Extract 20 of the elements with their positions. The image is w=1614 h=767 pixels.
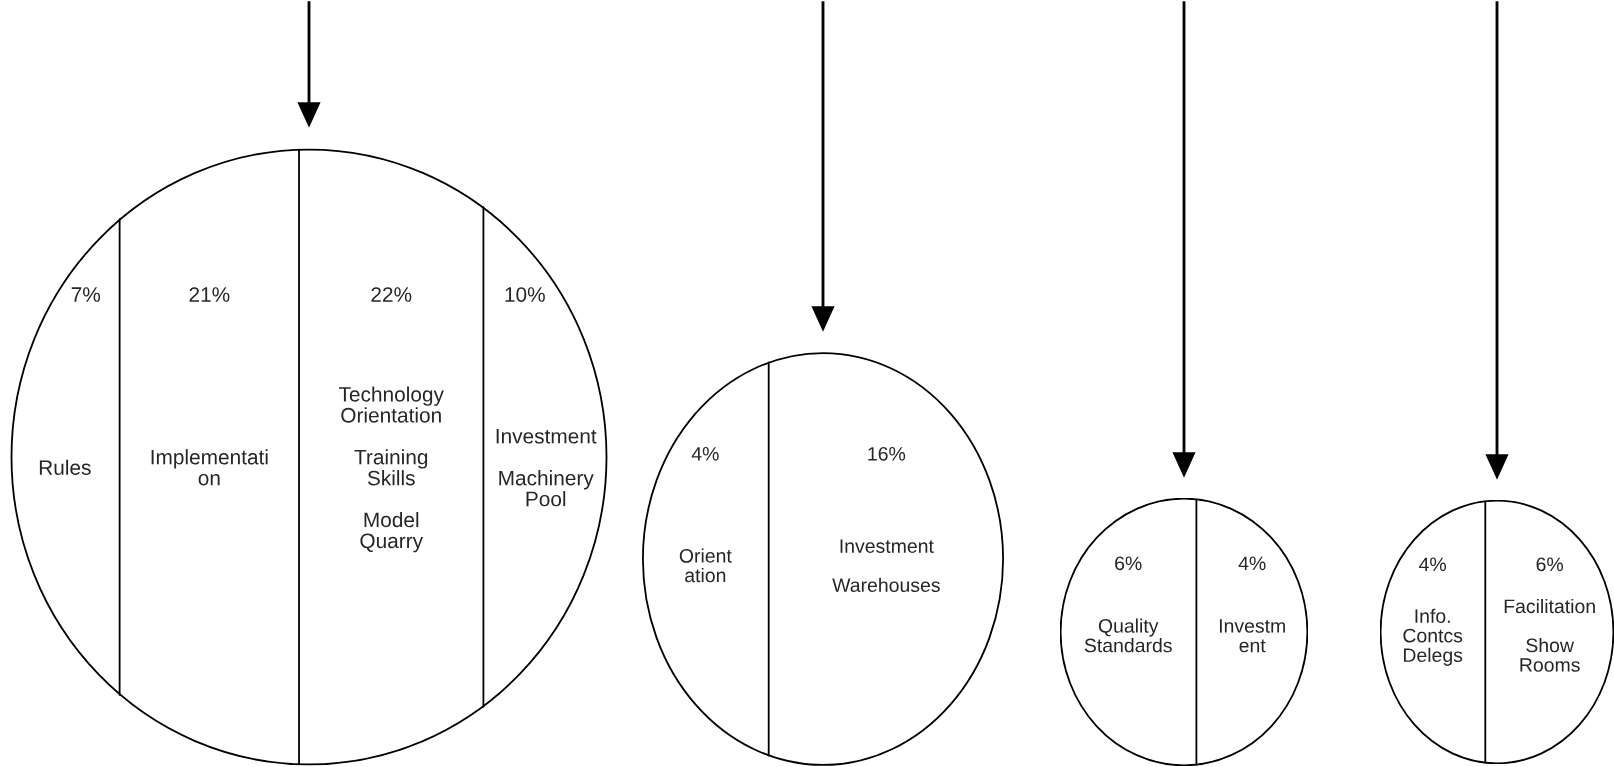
data-label: 10% <box>505 287 545 302</box>
category-label: Investment Warehouses <box>832 539 940 593</box>
category-label: Implementati on <box>151 449 268 486</box>
data-label: 4% <box>1419 557 1447 572</box>
category-label: Investment Machinery Pool <box>496 429 597 507</box>
data-label: 7% <box>71 287 101 302</box>
data-label: 4% <box>691 447 719 461</box>
category-label: Info. Contcs Delegs <box>1403 608 1463 666</box>
category-label: Facilitation Show Rooms <box>1504 598 1595 672</box>
category-label: Rules <box>39 459 91 475</box>
category-label: Orient ation <box>679 548 732 583</box>
data-label: 4% <box>1238 556 1266 571</box>
data-label: 22% <box>371 287 412 302</box>
category-label: Technology Orientation Training Skills Model Quarry <box>339 386 444 553</box>
data-label: 6% <box>1115 556 1142 571</box>
category-label: Quality Standards <box>1084 618 1172 653</box>
data-label: 16% <box>868 446 906 461</box>
data-label: 6% <box>1536 557 1564 572</box>
data-label: 21% <box>189 287 230 302</box>
category-label: Investm ent <box>1219 619 1285 653</box>
